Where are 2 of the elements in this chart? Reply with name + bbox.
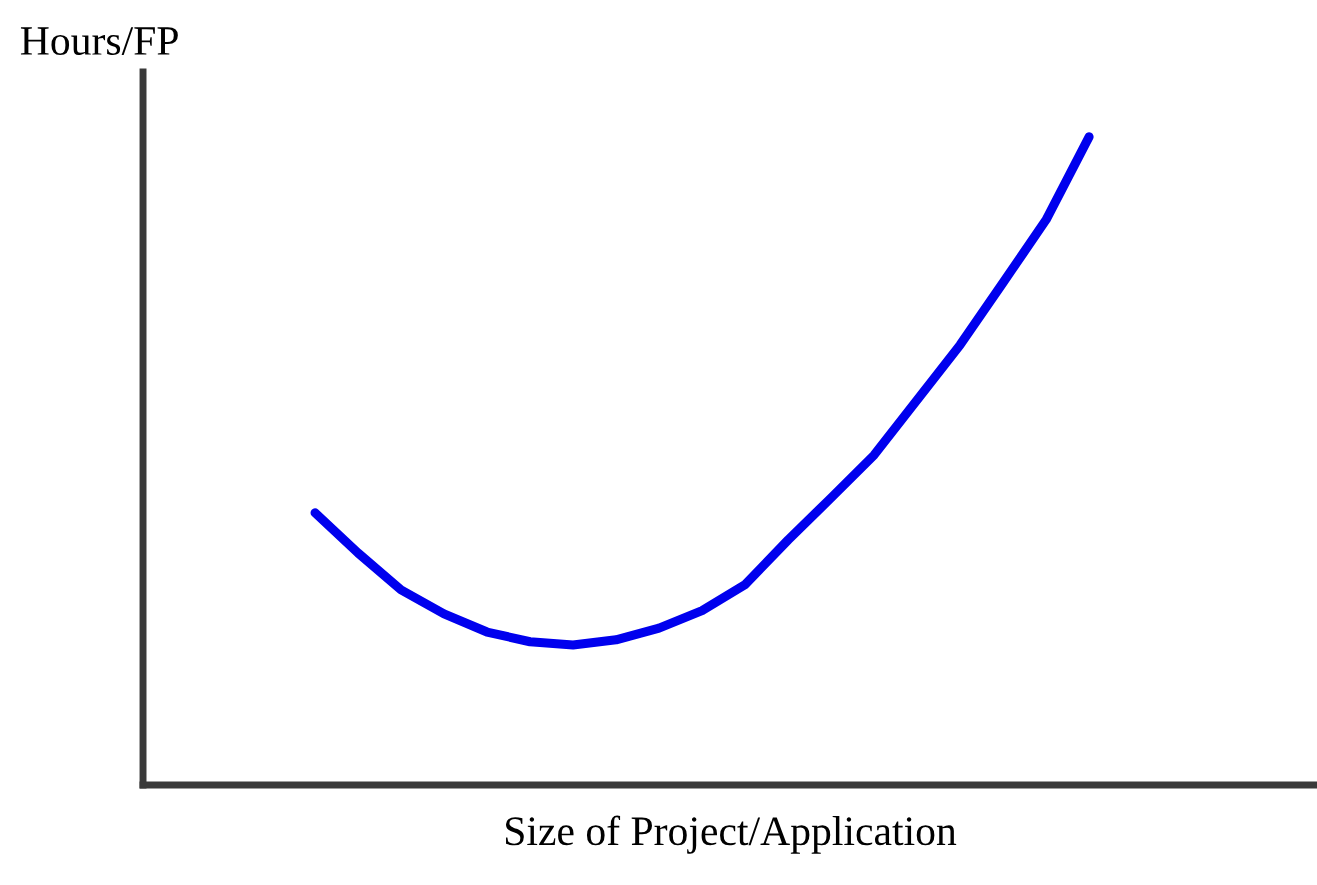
x-axis-title: Size of Project/Application [506, 815, 957, 854]
y-axis-title: Hours/FP [20, 27, 178, 56]
